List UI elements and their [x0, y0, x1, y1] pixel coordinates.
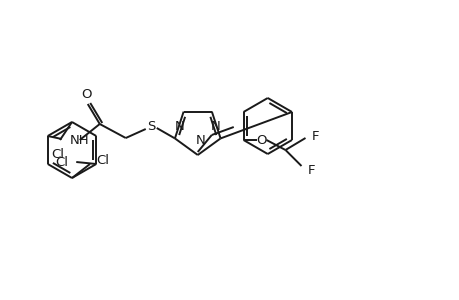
- Text: O: O: [256, 134, 266, 146]
- Text: NH: NH: [70, 134, 89, 146]
- Text: Cl: Cl: [51, 148, 64, 161]
- Text: S: S: [147, 119, 156, 133]
- Text: Cl: Cl: [96, 154, 109, 166]
- Text: O: O: [81, 88, 92, 100]
- Text: F: F: [307, 164, 314, 176]
- Text: N: N: [211, 120, 220, 133]
- Text: Cl: Cl: [55, 155, 68, 169]
- Text: F: F: [311, 130, 318, 142]
- Text: N: N: [174, 120, 184, 133]
- Text: N: N: [196, 134, 205, 147]
